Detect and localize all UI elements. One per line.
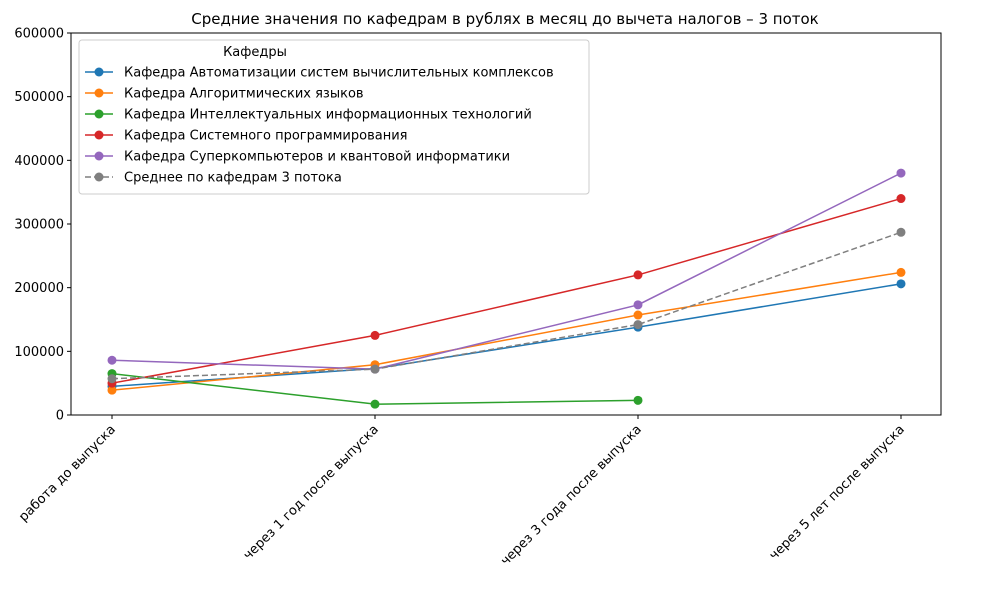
legend-swatch-marker	[94, 88, 104, 98]
y-tick-label: 0	[56, 409, 64, 424]
series-line	[111, 197, 902, 384]
data-point	[633, 300, 643, 310]
data-point	[107, 355, 117, 365]
data-point	[370, 364, 380, 374]
legend-swatch-marker	[94, 130, 104, 140]
y-tick-label: 400000	[14, 154, 64, 169]
legend-label: Кафедра Алгоритмических языков	[124, 87, 364, 102]
x-tick-label: через 1 год после выпуска	[241, 422, 382, 563]
legend-swatch-marker	[94, 172, 104, 182]
legend-label: Среднее по кафедрам 3 потока	[124, 171, 342, 186]
series-line	[111, 172, 902, 370]
data-point	[633, 395, 643, 405]
data-point	[896, 279, 906, 289]
legend-item: Кафедра Автоматизации систем вычислитель…	[85, 66, 554, 81]
legend-label: Кафедра Системного программирования	[124, 129, 408, 144]
data-point	[370, 330, 380, 340]
series-5	[107, 227, 906, 384]
legend-label: Кафедра Интеллектуальных информационных …	[124, 108, 532, 123]
data-point	[633, 270, 643, 280]
data-point	[896, 194, 906, 204]
y-tick-label: 200000	[14, 281, 64, 296]
series-1	[107, 267, 906, 395]
legend-label: Кафедра Суперкомпьютеров и квантовой инф…	[124, 150, 510, 165]
legend-swatch-marker	[94, 109, 104, 119]
x-tick-label: работа до выпуска	[16, 422, 119, 525]
legend-box	[78, 39, 590, 195]
legend: Кафедры Кафедра Автоматизации систем вычи…	[78, 39, 590, 195]
data-point	[370, 399, 380, 409]
legend-item: Кафедра Системного программирования	[85, 129, 408, 144]
y-tick-label: 500000	[14, 90, 64, 105]
series-2	[107, 369, 643, 409]
data-point	[107, 385, 117, 395]
series-line	[111, 271, 902, 391]
legend-title: Кафедры	[223, 45, 287, 60]
data-point	[896, 267, 906, 277]
legend-label: Кафедра Автоматизации систем вычислитель…	[124, 66, 554, 81]
legend-item: Кафедра Алгоритмических языков	[85, 87, 364, 102]
y-tick-label: 600000	[14, 27, 64, 42]
legend-item: Кафедра Интеллектуальных информационных …	[85, 108, 532, 123]
chart-title: Средние значения по кафедрам в рублях в …	[191, 10, 818, 28]
y-tick-label: 100000	[14, 345, 64, 360]
series-line	[111, 372, 639, 405]
x-axis: работа до выпуска через 1 год после выпус…	[16, 415, 908, 569]
legend-item: Среднее по кафедрам 3 потока	[85, 171, 342, 186]
y-tick-label: 300000	[14, 218, 64, 233]
data-point	[896, 227, 906, 237]
legend-swatch-marker	[94, 151, 104, 161]
data-point	[633, 320, 643, 330]
x-tick-label: через 5 лет после выпуска	[767, 422, 908, 563]
series-line	[111, 231, 902, 380]
data-point	[896, 168, 906, 178]
x-tick-label: через 3 года после выпуска	[498, 422, 645, 569]
data-point	[633, 310, 643, 320]
legend-swatch-marker	[94, 67, 104, 77]
series-4	[107, 168, 906, 374]
series-line	[111, 283, 902, 388]
y-axis: 0 100000 200000 300000 400000 500000 600000	[14, 27, 71, 424]
legend-item: Кафедра Суперкомпьютеров и квантовой инф…	[85, 150, 510, 165]
series-0	[107, 279, 906, 391]
data-point	[107, 374, 117, 384]
